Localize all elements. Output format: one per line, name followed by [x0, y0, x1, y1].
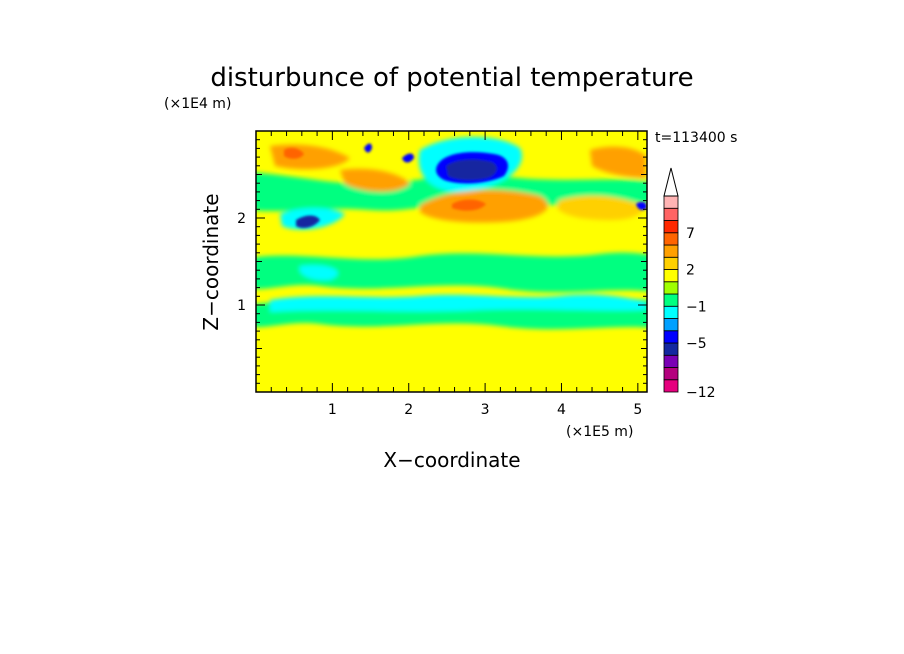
- x-axis-title: X−coordinate: [383, 448, 520, 472]
- colorbar-swatch: [663, 354, 679, 368]
- chart-title: disturbunce of potential temperature: [210, 63, 693, 93]
- field-band-orange-rightupper: [590, 146, 646, 178]
- colorbar-swatch: [663, 244, 679, 258]
- colorbar-swatch: [663, 318, 679, 332]
- colorbar-label: 7: [686, 226, 695, 242]
- colorbar-label: 2: [686, 263, 695, 279]
- field-blue-small: [402, 153, 414, 163]
- field-blue-topleft: [364, 143, 372, 153]
- x-axis-unit: (×1E5 m): [566, 424, 633, 440]
- field-band-orange-right: [556, 195, 645, 221]
- colorbar-swatch: [663, 195, 679, 209]
- field-band-cyan-mid: [299, 265, 339, 281]
- colorbar-swatch: [663, 232, 679, 246]
- colorbar-label: −5: [686, 336, 707, 352]
- field-band-cyan-low: [270, 294, 646, 312]
- colorbar-swatch: [663, 281, 679, 295]
- x-tick-label: 2: [404, 402, 413, 418]
- colorbar-swatch: [663, 207, 679, 221]
- y-unit-label: (×1E4 m): [164, 96, 231, 112]
- colorbar-label: −1: [686, 299, 707, 315]
- contour-field: [256, 131, 647, 392]
- x-tick-label: 1: [328, 402, 337, 418]
- colorbar-swatch: [663, 379, 679, 393]
- x-axis: 1 2 3 4 5: [270, 131, 642, 418]
- field-band-orange-left: [340, 168, 410, 192]
- y-tick-label: 1: [237, 298, 246, 314]
- colorbar-swatch: [663, 220, 679, 234]
- x-tick-label: 3: [481, 402, 490, 418]
- colorbar-swatch: [663, 305, 679, 319]
- y-tick-label: 2: [237, 211, 246, 227]
- colorbar-swatch: [663, 367, 679, 381]
- colorbar-swatch: [663, 330, 679, 344]
- colorbar-extend-arrow: [663, 167, 679, 197]
- colorbar-swatch: [663, 293, 679, 307]
- colorbar-swatch: [663, 256, 679, 270]
- colorbar-swatch: [663, 342, 679, 356]
- x-tick-label: 4: [557, 402, 566, 418]
- y-axis: 12: [237, 139, 647, 384]
- field-blue-left: [296, 215, 320, 228]
- colorbar-label: −12: [686, 385, 716, 401]
- field-band-orange-mid: [420, 189, 548, 223]
- field-blue-right: [636, 201, 647, 211]
- x-tick-label: 5: [633, 402, 642, 418]
- field-band-green-mid: [256, 252, 647, 293]
- y-axis-title: Z−coordinate: [199, 193, 223, 330]
- field-navy-core: [446, 159, 497, 181]
- colorbar-swatch: [663, 269, 679, 283]
- field-band-green-upper: [256, 172, 647, 212]
- field-redorange-mid: [452, 199, 486, 211]
- field-red-spot: [284, 147, 304, 159]
- time-label: t=113400 s: [655, 130, 737, 146]
- colorbar: 7 2 −1 −5 −12: [663, 167, 716, 401]
